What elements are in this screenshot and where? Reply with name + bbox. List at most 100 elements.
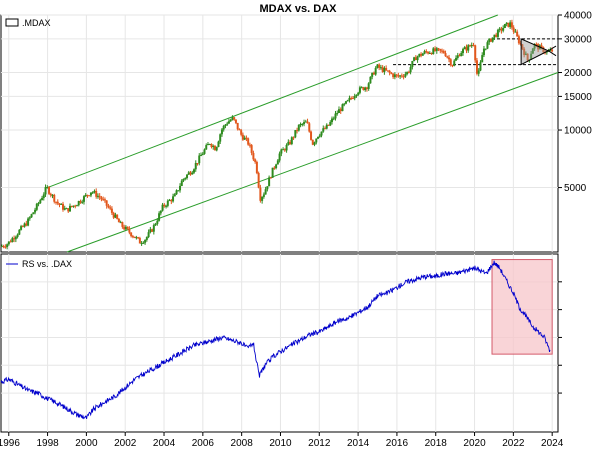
- candle-body: [34, 209, 37, 213]
- candle-body: [168, 200, 171, 202]
- candle-body: [299, 124, 302, 126]
- candle-body: [507, 22, 510, 27]
- candle-body: [374, 68, 377, 75]
- candle-body: [236, 122, 239, 130]
- candle-body: [217, 141, 220, 147]
- candle-body: [49, 193, 52, 196]
- candle-body: [376, 64, 379, 69]
- candle-body: [227, 121, 230, 124]
- candle-body: [477, 70, 480, 74]
- candle-body: [325, 124, 328, 129]
- candle-body: [334, 113, 337, 119]
- candle-body: [479, 62, 482, 71]
- candle-body: [109, 207, 112, 209]
- candle-body: [189, 172, 192, 175]
- candle-body: [435, 48, 438, 51]
- candle-body: [285, 144, 288, 151]
- candle-body: [212, 145, 215, 147]
- candle-body: [254, 159, 257, 162]
- candle-body: [82, 196, 85, 202]
- candle-body: [55, 201, 58, 203]
- candle-body: [75, 205, 78, 207]
- candle-body: [297, 124, 300, 131]
- candle-body: [219, 134, 222, 142]
- upper-channel-line: [47, 14, 499, 189]
- candle-body: [357, 92, 360, 95]
- candle-body: [341, 104, 344, 112]
- candle-body: [203, 149, 206, 154]
- candle-body: [271, 167, 274, 178]
- candle-body: [332, 118, 335, 120]
- candle-body: [105, 200, 108, 206]
- candle-body: [414, 57, 417, 61]
- price-y-tick-label: 30000: [564, 34, 592, 45]
- candle-body: [103, 199, 106, 201]
- candle-body: [358, 87, 361, 93]
- candle-body: [196, 163, 199, 165]
- candle-body: [182, 178, 185, 181]
- candle-body: [53, 194, 56, 202]
- candle-body: [11, 238, 14, 243]
- candle-body: [233, 117, 236, 120]
- candle-body: [151, 229, 154, 232]
- candle-body: [510, 22, 513, 28]
- candle-body: [383, 68, 386, 72]
- candle-body: [114, 214, 117, 218]
- candle-body: [13, 238, 16, 240]
- rs-legend-label: RS vs. .DAX: [22, 259, 72, 269]
- candle-body: [517, 36, 520, 44]
- candle-body: [491, 37, 494, 42]
- candle-body: [320, 131, 323, 136]
- x-tick-label: 1996: [0, 438, 20, 449]
- candle-body: [172, 196, 175, 202]
- candle-body: [399, 75, 402, 77]
- candle-body: [372, 72, 375, 75]
- candle-body: [194, 163, 197, 170]
- candle-body: [241, 134, 244, 140]
- candle-body: [294, 130, 297, 138]
- candle-body: [70, 205, 73, 207]
- chart-title: MDAX vs. DAX: [259, 3, 337, 15]
- candle-body: [489, 38, 492, 42]
- candle-body: [500, 28, 503, 31]
- x-tick-label: 2024: [541, 438, 564, 449]
- candle-body: [6, 244, 9, 248]
- candle-body: [121, 222, 124, 227]
- candle-body: [177, 190, 180, 192]
- candle-body: [208, 144, 211, 146]
- candle-body: [287, 141, 290, 145]
- x-tick-label: 2008: [231, 438, 254, 449]
- price-y-tick-label: 40000: [564, 11, 592, 22]
- candle-body: [100, 197, 103, 200]
- price-y-tick-label: 10000: [564, 126, 592, 137]
- candle-body: [210, 144, 213, 147]
- candle-body: [123, 226, 126, 230]
- candle-body: [68, 205, 71, 212]
- candle-body: [248, 144, 251, 146]
- candle-body: [128, 228, 131, 233]
- price-panel-grid: [1, 14, 558, 252]
- x-tick-label: 2016: [386, 438, 409, 449]
- rs-y-axis: [558, 281, 562, 394]
- candle-body: [81, 201, 84, 203]
- candle-body: [451, 65, 454, 67]
- candle-body: [250, 145, 253, 153]
- candle-body: [371, 72, 374, 77]
- candle-body: [523, 48, 526, 55]
- x-tick-label: 2010: [269, 438, 292, 449]
- candle-body: [395, 74, 398, 76]
- candle-body: [117, 218, 120, 223]
- candle-body: [381, 67, 384, 72]
- candle-body: [512, 27, 515, 32]
- candle-body: [441, 50, 444, 52]
- candle-body: [262, 194, 265, 197]
- candle-body: [170, 200, 173, 202]
- candle-body: [432, 48, 435, 55]
- candle-body: [362, 87, 365, 91]
- candle-body: [79, 200, 82, 203]
- candle-body: [152, 225, 155, 232]
- candle-body: [165, 205, 168, 207]
- candle-body: [460, 53, 463, 57]
- candle-body: [180, 180, 183, 186]
